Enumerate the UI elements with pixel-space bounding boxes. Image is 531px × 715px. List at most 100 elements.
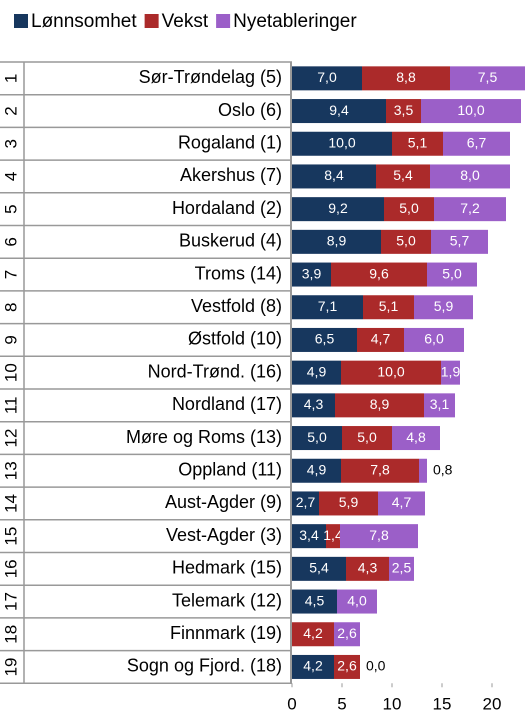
- x-tick-label: 5: [337, 694, 346, 713]
- value-label: 4,3: [304, 396, 324, 412]
- bar-segment: [404, 327, 464, 352]
- value-label: 5,0: [442, 265, 462, 281]
- value-label: 8,4: [324, 167, 344, 183]
- x-tick-label: 20: [483, 694, 502, 713]
- category-label: Hordaland (2): [172, 198, 282, 218]
- value-label: 5,4: [309, 560, 329, 576]
- value-label: 1,4: [323, 527, 343, 543]
- value-label: 7,5: [478, 69, 498, 85]
- value-label: 5,0: [396, 233, 416, 249]
- value-label: 8,0: [460, 167, 480, 183]
- rank-label: 13: [1, 461, 20, 480]
- value-label: 4,0: [347, 592, 367, 608]
- category-label: Troms (14): [195, 263, 282, 283]
- rank-label: 5: [1, 204, 20, 213]
- bar-segment: [340, 524, 418, 549]
- value-label: 4,9: [307, 461, 327, 477]
- legend-swatch: [14, 14, 28, 28]
- value-label: 5,7: [450, 233, 470, 249]
- category-label: Møre og Roms (13): [126, 427, 282, 447]
- bar-segment: [292, 99, 386, 124]
- value-label: 3,1: [430, 396, 450, 412]
- value-label: 5,9: [434, 298, 454, 314]
- bar-segment: [292, 622, 334, 647]
- bar-segment: [386, 99, 421, 124]
- category-label: Vestfold (8): [191, 296, 282, 316]
- bar-segment: [292, 66, 362, 91]
- rank-label: 7: [1, 270, 20, 279]
- bar-segment: [292, 131, 392, 156]
- category-label: Østfold (10): [188, 329, 282, 349]
- value-label: 4,8: [406, 429, 426, 445]
- value-label: 6,0: [424, 331, 444, 347]
- bar-segment: [331, 262, 427, 287]
- rank-label: 8: [1, 303, 20, 312]
- value-label: 8,8: [396, 69, 416, 85]
- value-label: 3,4: [299, 527, 319, 543]
- bar-segment: [292, 262, 331, 287]
- category-label: Finnmark (19): [170, 623, 282, 643]
- value-label: 4,5: [305, 592, 325, 608]
- category-label: Buskerud (4): [179, 231, 282, 251]
- bar-segment: [421, 99, 521, 124]
- value-label: 4,2: [303, 625, 323, 641]
- bar-segment: [292, 164, 376, 189]
- bar-segment: [292, 426, 342, 451]
- category-label: Nord-Trønd. (16): [148, 361, 282, 381]
- value-label: 2,6: [337, 625, 357, 641]
- category-label: Akershus (7): [180, 165, 282, 185]
- rank-label: 15: [1, 527, 20, 546]
- value-label: 0,8: [433, 461, 453, 477]
- bar-segment: [292, 556, 346, 581]
- value-label: 10,0: [328, 134, 355, 150]
- value-label: 9,4: [329, 102, 349, 118]
- value-label: 9,2: [328, 200, 348, 216]
- bar-segment: [424, 393, 455, 418]
- bar-segment: [384, 197, 434, 222]
- value-label: 7,0: [317, 69, 337, 85]
- legend-label: Nyetableringer: [233, 11, 357, 32]
- bar-segment: [363, 295, 414, 320]
- value-label: 5,0: [357, 429, 377, 445]
- value-label: 2,5: [392, 560, 412, 576]
- rank-label: 9: [1, 335, 20, 344]
- value-label: 4,7: [371, 331, 391, 347]
- bar-segment: [334, 654, 360, 679]
- value-label: 6,5: [315, 331, 335, 347]
- bar-segment: [335, 393, 424, 418]
- category-label: Aust-Agder (9): [165, 492, 282, 512]
- category-label: Nordland (17): [172, 394, 282, 414]
- value-label: 5,9: [339, 494, 359, 510]
- value-label: 4,7: [392, 494, 412, 510]
- bar-segment: [292, 360, 341, 385]
- category-label: Oslo (6): [218, 100, 282, 120]
- value-label: 0,0: [366, 658, 386, 674]
- bar-segment: [430, 164, 510, 189]
- value-label: 7,8: [369, 527, 389, 543]
- bar-segment: [292, 295, 363, 320]
- value-label: 6,7: [467, 134, 487, 150]
- bar-segment: [381, 229, 431, 254]
- bar-segment: [414, 295, 473, 320]
- x-tick-label: 10: [383, 694, 402, 713]
- value-label: 9,6: [369, 265, 389, 281]
- value-label: 4,2: [303, 658, 323, 674]
- rank-label: 14: [1, 494, 20, 513]
- rank-label: 2: [1, 106, 20, 115]
- rank-label: 1: [1, 74, 20, 83]
- bar-segment: [341, 458, 419, 483]
- bar-segment: [419, 458, 427, 483]
- bar-segment: [389, 556, 414, 581]
- bar-segment: [292, 654, 334, 679]
- value-label: 7,1: [318, 298, 338, 314]
- bar-segment: [357, 327, 404, 352]
- category-label: Vest-Agder (3): [166, 525, 282, 545]
- bar-segment: [337, 589, 377, 614]
- bar-segment: [292, 327, 357, 352]
- bar-segment: [450, 66, 525, 91]
- x-tick-label: 0: [287, 694, 296, 713]
- rank-label: 19: [1, 657, 20, 676]
- value-label: 7,2: [460, 200, 480, 216]
- bar-segment: [427, 262, 477, 287]
